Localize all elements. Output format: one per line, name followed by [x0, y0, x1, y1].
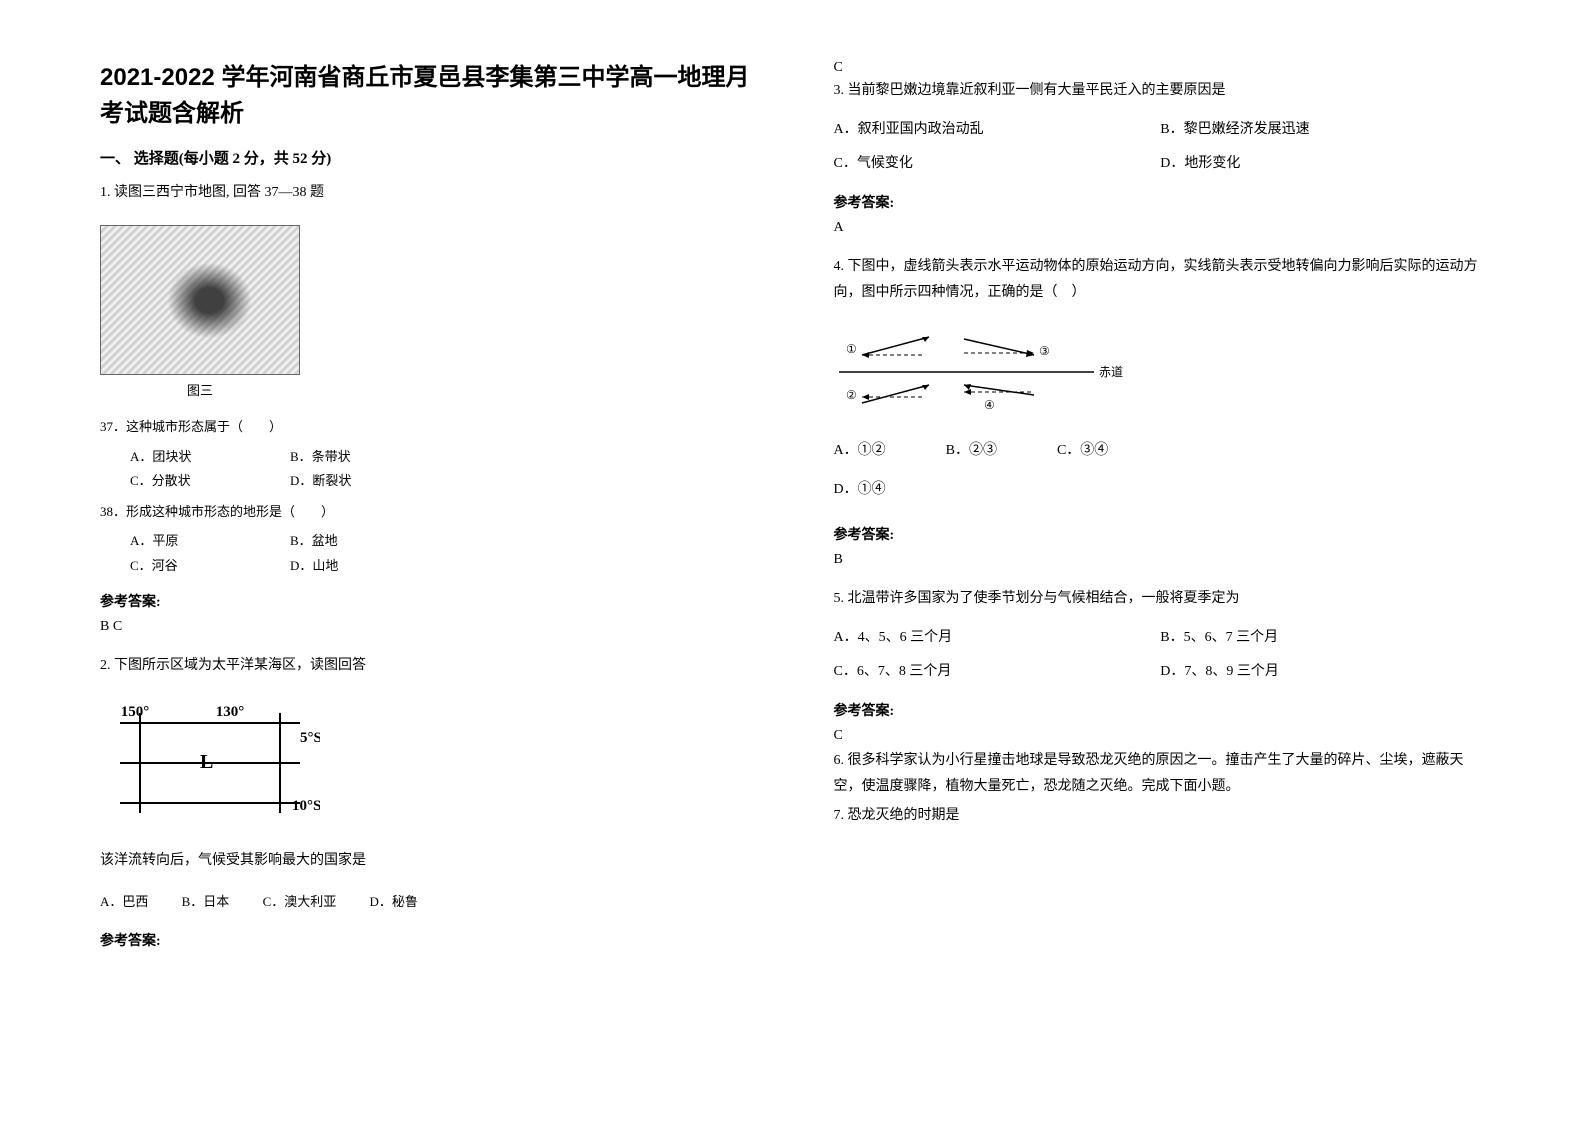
q5-opt-d: D．7、8、9 三个月: [1160, 655, 1487, 689]
q4-opt-b: B．②③: [946, 439, 997, 459]
q4-answer-label: 参考答案:: [834, 524, 1488, 544]
q2-opt-c: C．澳大利亚: [263, 894, 337, 909]
q1-sub37: 37．这种城市形态属于（ ）: [100, 415, 754, 438]
q1-figure: 图三: [100, 225, 754, 399]
q4-coriolis-figure: 赤道 ① ③ ② ④: [834, 327, 1134, 417]
q2-stem: 2. 下图所示区域为太平洋某海区，读图回答: [100, 653, 754, 678]
q3-stem: 3. 当前黎巴嫩边境靠近叙利亚一侧有大量平民迁入的主要原因是: [834, 78, 1488, 103]
q1-sub37-options-row1: A．团块状 B．条带状: [130, 445, 754, 470]
q4-stem: 4. 下图中，虚线箭头表示水平运动物体的原始运动方向，实线箭头表示受地转偏向力影…: [834, 254, 1488, 304]
q1-answer: B C: [100, 619, 754, 635]
lbl-L: L: [200, 751, 213, 773]
q1-sub37-options-row2: C．分散状 D．断裂状: [130, 469, 754, 494]
q1-sub38-opt-d: D．山地: [290, 554, 450, 579]
lbl-130: 130°: [216, 704, 245, 720]
q1-sub38-opt-b: B．盆地: [290, 529, 450, 554]
svg-text:①: ①: [846, 342, 857, 356]
q2-options: A．巴西 B．日本 C．澳大利亚 D．秘鲁: [100, 891, 754, 910]
q1-sub37-opt-b: B．条带状: [290, 445, 450, 470]
q1-sub37-opt-c: C．分散状: [130, 469, 290, 494]
q3-answer: A: [834, 220, 1488, 236]
q3-options: A．叙利亚国内政治动乱 B．黎巴嫩经济发展迅速 C．气候变化 D．地形变化: [834, 113, 1488, 180]
q5-options: A．4、5、6 三个月 B．5、6、7 三个月 C．6、7、8 三个月 D．7、…: [834, 621, 1488, 688]
q4-options-row1: A．①② B．②③ C．③④: [834, 439, 1488, 459]
lbl-5s: 5°S: [300, 730, 320, 746]
q1-sub38-options-row1: A．平原 B．盆地: [130, 529, 754, 554]
q2-opt-d: D．秘鲁: [369, 894, 417, 909]
q5-stem: 5. 北温带许多国家为了使季节划分与气候相结合，一般将夏季定为: [834, 586, 1488, 611]
q1-stem: 1. 读图三西宁市地图, 回答 37—38 题: [100, 180, 754, 205]
q1-sub38-opt-a: A．平原: [130, 529, 290, 554]
q2-ocean-figure: 150° 130° 5°S 10°S L: [100, 698, 320, 838]
q2-opt-b: B．日本: [182, 894, 230, 909]
q6-sub7: 7. 恐龙灭绝的时期是: [834, 803, 1488, 828]
q5-answer-label: 参考答案:: [834, 700, 1488, 720]
q2-tail: 该洋流转向后，气候受其影响最大的国家是: [100, 848, 754, 873]
q3-opt-d: D．地形变化: [1160, 147, 1487, 181]
xining-map-image: [100, 225, 300, 375]
q4-opt-a: A．①②: [834, 439, 886, 459]
svg-text:③: ③: [1039, 344, 1050, 358]
equator-label: 赤道: [1099, 365, 1123, 379]
svg-text:②: ②: [846, 388, 857, 402]
q5-answer: C: [834, 728, 1488, 744]
q5-opt-a: A．4、5、6 三个月: [834, 621, 1161, 655]
q1-sub38: 38．形成这种城市形态的地形是（ ）: [100, 500, 754, 523]
exam-title: 2021-2022 学年河南省商丘市夏邑县李集第三中学高一地理月考试题含解析: [100, 60, 754, 132]
q2-opt-a: A．巴西: [100, 894, 148, 909]
q5-opt-b: B．5、6、7 三个月: [1160, 621, 1487, 655]
q1-sub37-opt-d: D．断裂状: [290, 469, 450, 494]
q1-figure-caption: 图三: [100, 380, 300, 399]
q4-opt-c: C．③④: [1057, 439, 1108, 459]
q1-sub38-opt-c: C．河谷: [130, 554, 290, 579]
q3-opt-a: A．叙利亚国内政治动乱: [834, 113, 1161, 147]
q2-answer: C: [834, 60, 1488, 76]
lbl-150: 150°: [121, 704, 150, 720]
q1-sub37-opt-a: A．团块状: [130, 445, 290, 470]
q2-answer-label: 参考答案:: [100, 930, 754, 950]
q4-opt-d: D．①④: [834, 477, 1488, 502]
left-column: 2021-2022 学年河南省商丘市夏邑县李集第三中学高一地理月考试题含解析 一…: [100, 60, 754, 1062]
q6-stem: 6. 很多科学家认为小行星撞击地球是导致恐龙灭绝的原因之一。撞击产生了大量的碎片…: [834, 748, 1488, 798]
lbl-10s: 10°S: [292, 798, 320, 814]
q5-opt-c: C．6、7、8 三个月: [834, 655, 1161, 689]
q3-opt-b: B．黎巴嫩经济发展迅速: [1160, 113, 1487, 147]
svg-text:④: ④: [984, 398, 995, 412]
q1-sub38-options-row2: C．河谷 D．山地: [130, 554, 754, 579]
q3-answer-label: 参考答案:: [834, 192, 1488, 212]
q4-answer: B: [834, 552, 1488, 568]
q3-opt-c: C．气候变化: [834, 147, 1161, 181]
q1-answer-label: 参考答案:: [100, 591, 754, 611]
section-one-heading: 一、 选择题(每小题 2 分，共 52 分): [100, 147, 754, 168]
right-column: C 3. 当前黎巴嫩边境靠近叙利亚一侧有大量平民迁入的主要原因是 A．叙利亚国内…: [834, 60, 1488, 1062]
